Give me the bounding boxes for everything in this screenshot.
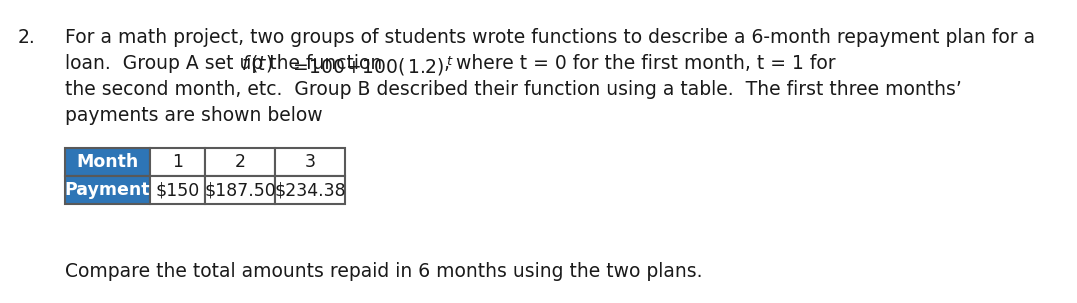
Text: the second month, etc.  Group B described their function using a table.  The fir: the second month, etc. Group B described… — [65, 80, 962, 99]
Bar — [275, 148, 345, 176]
Text: 2.: 2. — [18, 28, 36, 47]
Text: $f\,(t)$: $f\,(t)$ — [241, 53, 272, 74]
Text: , where t = 0 for the first month, t = 1 for: , where t = 0 for the first month, t = 1… — [444, 54, 836, 73]
Text: $187.50: $187.50 — [205, 181, 276, 199]
Bar — [275, 176, 345, 204]
Text: Payment: Payment — [65, 181, 151, 199]
Text: Month: Month — [76, 153, 139, 171]
Text: loan.  Group A set up the function: loan. Group A set up the function — [65, 54, 388, 73]
Text: $234.38: $234.38 — [275, 181, 346, 199]
Bar — [65, 176, 150, 204]
Text: $=\!100\!+\!100(\,1.2)^{\,t}$: $=\!100\!+\!100(\,1.2)^{\,t}$ — [289, 54, 453, 78]
Text: 1: 1 — [172, 153, 183, 171]
Text: 3: 3 — [305, 153, 316, 171]
Text: For a math project, two groups of students wrote functions to describe a 6-month: For a math project, two groups of studen… — [65, 28, 1035, 47]
Text: $150: $150 — [155, 181, 199, 199]
Text: 2: 2 — [235, 153, 246, 171]
Bar — [150, 148, 205, 176]
Text: payments are shown below: payments are shown below — [65, 106, 323, 125]
Text: Compare the total amounts repaid in 6 months using the two plans.: Compare the total amounts repaid in 6 mo… — [65, 262, 702, 281]
Bar — [205, 148, 275, 176]
Bar — [205, 176, 275, 204]
Bar — [150, 176, 205, 204]
Bar — [65, 148, 150, 176]
